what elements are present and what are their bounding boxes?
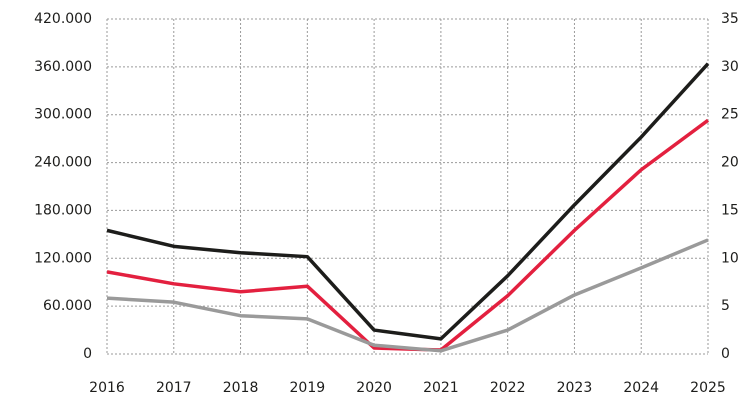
series-line <box>106 118 710 352</box>
y-tick-label: 360.000 <box>34 59 92 75</box>
y2-tick-label: 0 <box>721 346 730 362</box>
x-tick-label: 2025 <box>690 380 726 396</box>
x-tick-label: 2018 <box>223 380 259 396</box>
x-tick-label: 2016 <box>89 380 125 396</box>
y2-tick-label: 5 <box>721 298 730 314</box>
y-tick-label: 0 <box>83 346 92 362</box>
y2-tick-label: 10 <box>721 250 739 266</box>
y-tick-label: 60.000 <box>43 298 92 314</box>
y2-tick-label: 15 <box>721 202 739 218</box>
y-tick-label: 120.000 <box>34 250 92 266</box>
y2-tick-label: 20 <box>721 155 739 171</box>
y2-tick-label: 35 <box>721 11 739 27</box>
series-line <box>106 62 710 341</box>
x-tick-label: 2021 <box>423 380 459 396</box>
y-tick-label: 240.000 <box>34 155 92 171</box>
y2-tick-label: 30 <box>721 59 739 75</box>
y-tick-label: 420.000 <box>34 11 92 27</box>
y-tick-label: 180.000 <box>34 202 92 218</box>
y-tick-label: 300.000 <box>34 107 92 123</box>
x-tick-label: 2019 <box>290 380 326 396</box>
x-tick-label: 2022 <box>490 380 526 396</box>
x-tick-label: 2017 <box>156 380 192 396</box>
series-line <box>106 238 709 353</box>
y2-tick-label: 25 <box>721 107 739 123</box>
x-tick-label: 2020 <box>356 380 392 396</box>
x-tick-label: 2024 <box>623 380 659 396</box>
x-tick-label: 2023 <box>557 380 593 396</box>
